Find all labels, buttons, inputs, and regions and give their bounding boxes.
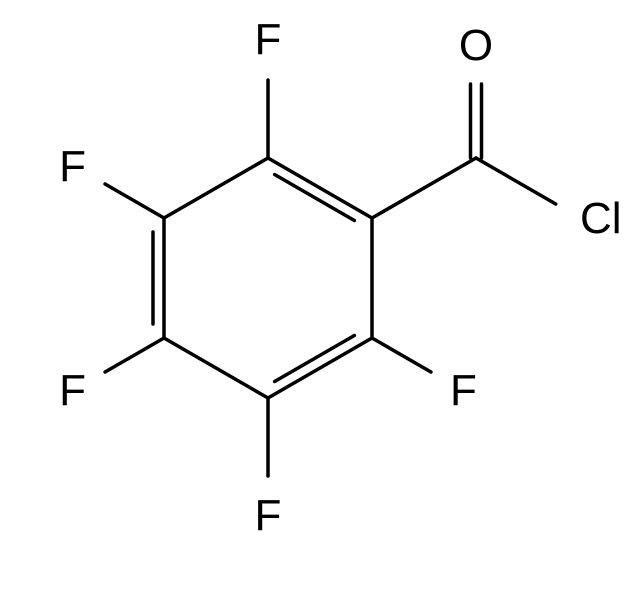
atom-label-cl: Cl bbox=[580, 194, 622, 243]
labels-group: O Cl F F F F F bbox=[59, 15, 621, 540]
bond-line bbox=[105, 184, 164, 218]
bond-line bbox=[164, 158, 268, 218]
atom-label-f: F bbox=[450, 366, 477, 415]
bond-line bbox=[275, 335, 355, 381]
molecule-diagram: O Cl F F F F F bbox=[0, 0, 640, 597]
bond-line bbox=[268, 158, 372, 218]
bond-line bbox=[275, 175, 355, 221]
atom-label-f: F bbox=[255, 15, 282, 64]
bond-line bbox=[372, 158, 476, 218]
bond-line bbox=[372, 338, 431, 372]
bond-line bbox=[476, 158, 556, 204]
atom-label-o: O bbox=[459, 21, 493, 70]
bond-line bbox=[164, 338, 268, 398]
atom-label-f: F bbox=[59, 142, 86, 191]
atom-label-f: F bbox=[59, 366, 86, 415]
atom-label-f: F bbox=[255, 491, 282, 540]
bond-line bbox=[268, 338, 372, 398]
bond-line bbox=[105, 338, 164, 372]
bonds-group bbox=[105, 80, 556, 476]
